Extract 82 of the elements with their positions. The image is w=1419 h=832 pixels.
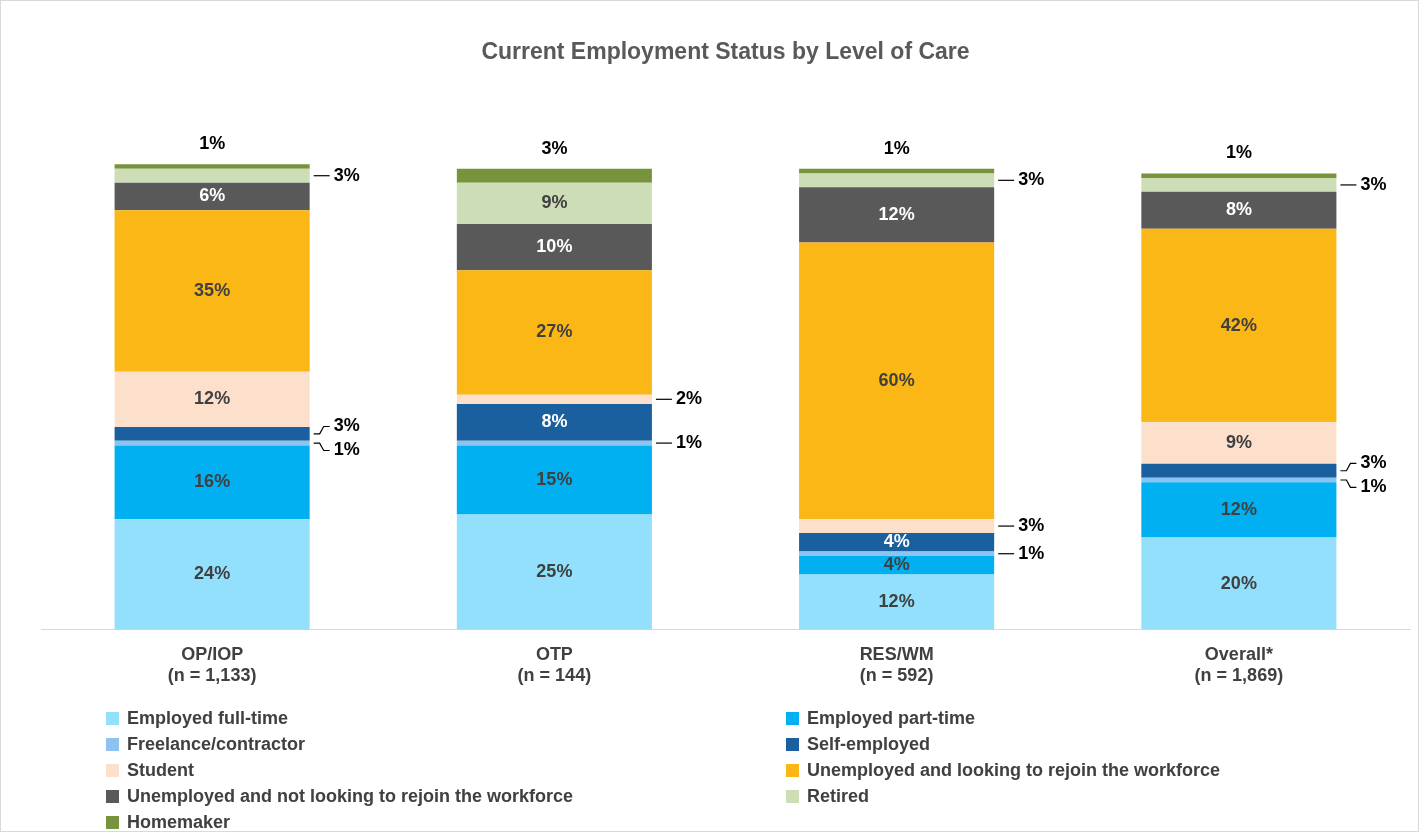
legend-label: Homemaker xyxy=(127,811,231,832)
data-label: 1% xyxy=(1360,476,1387,497)
bar xyxy=(114,426,310,441)
data-label: 12% xyxy=(194,388,231,409)
data-label: 1% xyxy=(1018,542,1045,563)
data-label: 12% xyxy=(878,591,915,612)
legend-label: Unemployed and not looking to rejoin the workforce xyxy=(127,785,574,807)
x-tick-label: OTP (n = 144) xyxy=(517,643,592,686)
data-label: 3% xyxy=(1360,173,1387,194)
legend-label: Student xyxy=(127,759,194,781)
data-label: 9% xyxy=(1225,432,1252,453)
data-label: 6% xyxy=(199,185,226,206)
bar xyxy=(114,519,310,630)
data-label: 25% xyxy=(536,561,573,582)
data-label: 35% xyxy=(194,279,231,300)
bar xyxy=(456,168,652,183)
data-label: 4% xyxy=(883,531,910,552)
bar xyxy=(1141,191,1337,229)
data-label: 24% xyxy=(194,563,231,584)
data-label: 3% xyxy=(1018,515,1045,536)
bar xyxy=(456,182,652,225)
bar xyxy=(114,168,310,183)
data-label: 1% xyxy=(1225,142,1252,163)
data-label: 3% xyxy=(333,415,360,436)
data-label: 3% xyxy=(1360,452,1387,473)
bar xyxy=(1141,228,1337,423)
bar xyxy=(799,532,995,552)
data-label: 2% xyxy=(675,388,702,409)
x-tick-label: Overall* (n = 1,869) xyxy=(1194,643,1284,686)
data-label: 20% xyxy=(1220,572,1257,593)
data-label: 1% xyxy=(199,133,226,154)
bar xyxy=(114,371,310,427)
data-label: 12% xyxy=(1220,498,1257,519)
bar xyxy=(114,164,310,169)
bar xyxy=(1141,537,1337,630)
bar xyxy=(1141,173,1337,179)
bar xyxy=(799,242,995,520)
bar xyxy=(114,445,310,520)
legend-label: Employed part-time xyxy=(807,707,976,729)
bar xyxy=(799,173,995,188)
data-label: 8% xyxy=(1225,199,1252,220)
data-label: 3% xyxy=(1018,169,1045,190)
legend-label: Unemployed and looking to rejoin the workforce xyxy=(807,759,1221,781)
data-label: 1% xyxy=(333,439,360,460)
legend-label: Retired xyxy=(807,785,870,807)
legend-label: Employed full-time xyxy=(127,707,289,729)
bar xyxy=(456,445,652,515)
data-label: 16% xyxy=(194,471,231,492)
bar xyxy=(456,270,652,395)
legend-label: Freelance/contractor xyxy=(127,733,306,755)
chart-title: Current Employment Status by Level of Care xyxy=(481,38,970,65)
data-label: 27% xyxy=(536,321,573,342)
x-tick-label: OP/IOP (n = 1,133) xyxy=(167,643,257,686)
data-label: 8% xyxy=(541,411,568,432)
bar xyxy=(799,187,995,243)
data-label: 10% xyxy=(536,236,573,257)
data-label: 60% xyxy=(878,369,915,390)
bar xyxy=(114,182,310,211)
x-tick-label: RES/WM (n = 592) xyxy=(859,643,934,686)
bar xyxy=(799,519,995,533)
data-label: 9% xyxy=(541,192,568,213)
bar xyxy=(799,556,995,575)
bar xyxy=(1141,422,1337,464)
data-label: 12% xyxy=(878,203,915,224)
bar xyxy=(799,574,995,630)
bar xyxy=(114,210,310,372)
data-label: 42% xyxy=(1220,314,1257,335)
data-label: 1% xyxy=(675,432,702,453)
bar xyxy=(1141,178,1337,192)
data-label: 3% xyxy=(333,164,360,185)
legend-label: Self-employed xyxy=(807,733,931,755)
bar xyxy=(456,403,652,441)
data-label: 3% xyxy=(541,137,568,158)
bar xyxy=(456,224,652,271)
bar xyxy=(799,551,995,557)
bar xyxy=(456,394,652,404)
bar xyxy=(1141,463,1337,478)
data-label: 1% xyxy=(883,137,910,158)
bar xyxy=(1141,482,1337,538)
data-label: 4% xyxy=(883,554,910,575)
data-label: 15% xyxy=(536,468,573,489)
bar xyxy=(456,514,652,630)
